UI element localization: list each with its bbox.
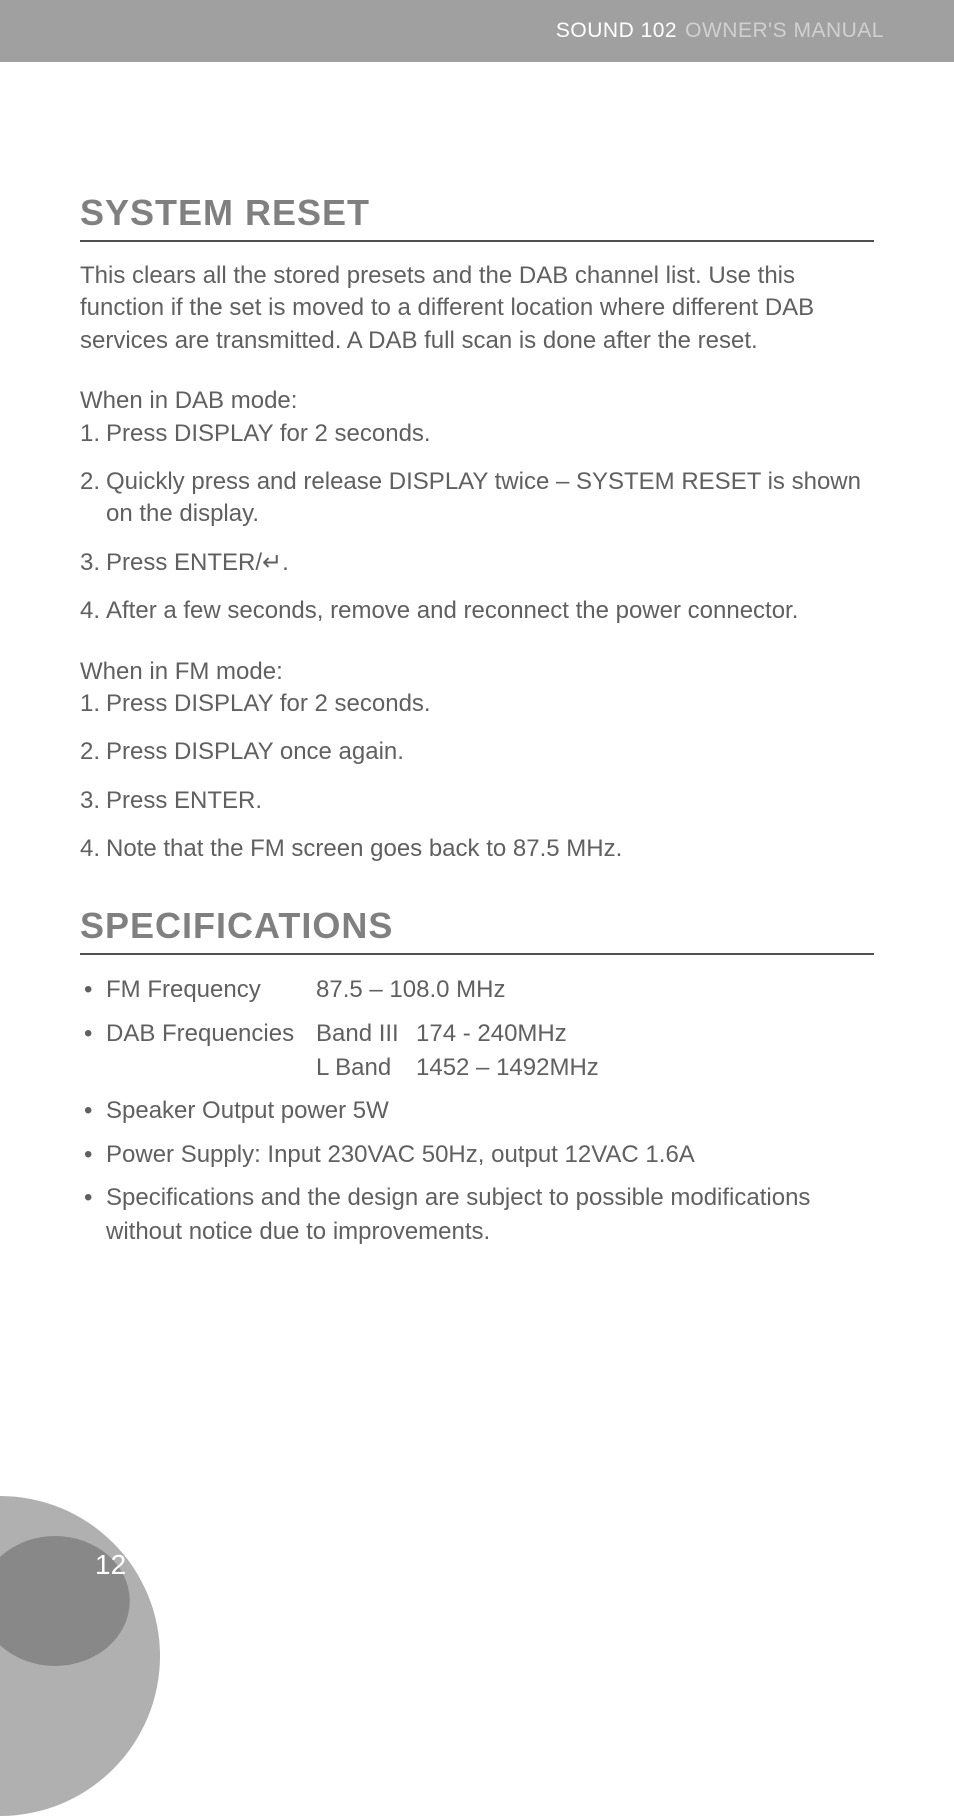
fm-step: Press DISPLAY once again. [80,736,874,768]
spec-fm-freq: FM Frequency 87.5 – 108.0 MHz [80,973,874,1007]
spec-notice: Specifications and the design are subjec… [80,1181,874,1248]
dab-mode-block: When in DAB mode: Press DISPLAY for 2 se… [80,385,874,627]
dab-step: Press DISPLAY for 2 seconds. [80,418,874,450]
page-header: SOUND 102 OWNER'S MANUAL [0,0,954,62]
spec-speaker: Speaker Output power 5W [80,1094,874,1128]
spec-fm-label: FM Frequency [106,973,316,1007]
dab-step: Quickly press and release DISPLAY twice … [80,466,874,531]
spec-dab-lband-label: L Band [316,1051,416,1085]
spec-dab-label: DAB Frequencies [106,1017,316,1051]
fm-steps-list: Press DISPLAY for 2 seconds. Press DISPL… [80,688,874,866]
spec-power: Power Supply: Input 230VAC 50Hz, output … [80,1138,874,1172]
dab-step: Press ENTER/↵. [80,547,874,579]
page-content: SYSTEM RESET This clears all the stored … [0,62,954,1249]
dab-step: After a few seconds, remove and reconnec… [80,595,874,627]
spec-list: FM Frequency 87.5 – 108.0 MHz DAB Freque… [80,973,874,1248]
header-label: OWNER'S MANUAL [685,19,884,43]
system-reset-title: SYSTEM RESET [80,192,874,242]
fm-step: Note that the FM screen goes back to 87.… [80,833,874,865]
fm-mode-block: When in FM mode: Press DISPLAY for 2 sec… [80,656,874,866]
system-reset-intro: This clears all the stored presets and t… [80,260,874,357]
fm-step: Press ENTER. [80,785,874,817]
spec-dab-band3-value: 174 - 240MHz [416,1017,567,1051]
page-number: 12 [95,1549,126,1581]
spec-dab-freq: DAB Frequencies Band III 174 - 240MHz L … [80,1017,874,1084]
spec-dab-band3-label: Band III [316,1017,416,1051]
header-product: SOUND 102 [556,19,677,43]
spec-fm-value: 87.5 – 108.0 MHz [316,973,505,1007]
specifications-section: SPECIFICATIONS FM Frequency 87.5 – 108.0… [80,905,874,1248]
dab-steps-list: Press DISPLAY for 2 seconds. Quickly pre… [80,418,874,628]
page-number-decoration: 12 [0,1436,200,1636]
dab-mode-label: When in DAB mode: [80,385,874,417]
fm-mode-label: When in FM mode: [80,656,874,688]
specifications-title: SPECIFICATIONS [80,905,874,955]
fm-step: Press DISPLAY for 2 seconds. [80,688,874,720]
spec-dab-lband-value: 1452 – 1492MHz [416,1051,599,1085]
